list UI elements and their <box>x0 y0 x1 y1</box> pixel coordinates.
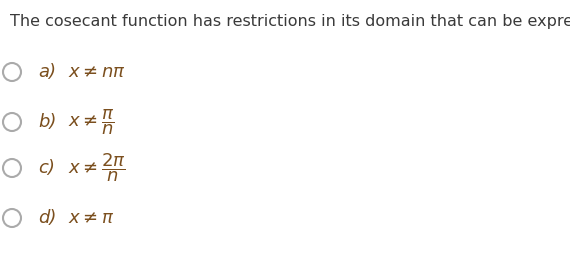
Text: $x \neq \dfrac{\pi}{n}$: $x \neq \dfrac{\pi}{n}$ <box>68 107 115 137</box>
Text: The cosecant function has restrictions in its domain that can be expressed as:: The cosecant function has restrictions i… <box>10 14 570 29</box>
Circle shape <box>3 209 21 227</box>
Text: a): a) <box>38 63 56 81</box>
Text: $x \neq n\pi$: $x \neq n\pi$ <box>68 63 126 81</box>
Text: d): d) <box>38 209 56 227</box>
Circle shape <box>3 113 21 131</box>
Circle shape <box>3 159 21 177</box>
Text: b): b) <box>38 113 56 131</box>
Text: $x \neq \pi$: $x \neq \pi$ <box>68 209 115 227</box>
Text: c): c) <box>38 159 55 177</box>
Circle shape <box>3 63 21 81</box>
Text: $x \neq \dfrac{2\pi}{n}$: $x \neq \dfrac{2\pi}{n}$ <box>68 152 126 184</box>
